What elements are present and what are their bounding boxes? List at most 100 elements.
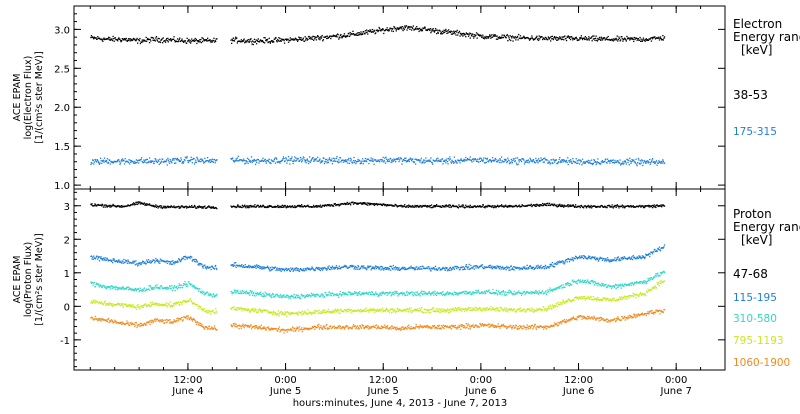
electron-data-point <box>466 159 467 160</box>
electron-data-point <box>137 43 138 44</box>
proton-data-point <box>180 260 181 261</box>
electron-data-point <box>544 39 545 40</box>
electron-data-point <box>556 159 557 160</box>
proton-data-point <box>430 270 431 271</box>
electron-data-point <box>170 159 171 160</box>
electron-data-point <box>625 39 626 40</box>
electron-data-point <box>599 37 600 38</box>
proton-data-point <box>462 206 463 207</box>
electron-data-point <box>385 157 386 158</box>
electron-data-point <box>266 40 267 41</box>
electron-data-point <box>275 157 276 158</box>
proton-data-point <box>123 263 124 264</box>
electron-data-point <box>663 161 664 162</box>
proton-data-point <box>161 285 162 286</box>
electron-data-point <box>293 163 294 164</box>
proton-data-point <box>260 292 261 293</box>
electron-data-point <box>153 38 154 39</box>
proton-data-point <box>567 261 568 262</box>
electron-data-point <box>642 39 643 40</box>
electron-data-point <box>237 160 238 161</box>
electron-data-point <box>346 161 347 162</box>
proton-data-point <box>642 205 643 206</box>
electron-data-point <box>187 38 188 39</box>
electron-data-point <box>121 40 122 41</box>
electron-data-point <box>429 159 430 160</box>
proton-data-point <box>468 266 469 267</box>
proton-data-point <box>563 284 564 285</box>
proton-data-point <box>481 265 482 266</box>
electron-data-point <box>94 162 95 163</box>
proton-data-point <box>136 263 137 264</box>
proton-data-point <box>611 261 612 262</box>
electron-data-point <box>247 158 248 159</box>
proton-data-point <box>469 264 470 265</box>
proton-data-point <box>271 294 272 295</box>
electron-data-point <box>498 160 499 161</box>
proton-data-point <box>283 206 284 207</box>
electron-data-point <box>457 34 458 35</box>
proton-data-point <box>177 285 178 286</box>
proton-data-point <box>206 268 207 269</box>
electron-data-point <box>592 40 593 41</box>
proton-data-point <box>347 294 348 295</box>
proton-data-point <box>102 286 103 287</box>
proton-data-point <box>380 293 381 294</box>
electron-data-point <box>600 39 601 40</box>
proton-data-point <box>307 294 308 295</box>
proton-data-point <box>442 291 443 292</box>
electron-data-point <box>258 38 259 39</box>
electron-data-point <box>166 161 167 162</box>
proton-data-point <box>416 266 417 267</box>
proton-data-point <box>569 206 570 207</box>
electron-data-point <box>418 31 419 32</box>
electron-data-point <box>335 36 336 37</box>
electron-data-point <box>551 159 552 160</box>
electron-data-point <box>659 38 660 39</box>
proton-data-point <box>575 204 576 205</box>
electron-data-point <box>334 158 335 159</box>
electron-data-point <box>195 162 196 163</box>
electron-data-point <box>286 163 287 164</box>
proton-data-point <box>515 294 516 295</box>
proton-data-point <box>552 262 553 263</box>
electron-data-point <box>391 30 392 31</box>
proton-data-point <box>265 292 266 293</box>
proton-data-point <box>191 205 192 206</box>
electron-data-point <box>102 41 103 42</box>
proton-data-point <box>444 206 445 207</box>
electron-data-point <box>453 163 454 164</box>
proton-data-point <box>410 267 411 268</box>
proton-data-point <box>213 206 214 207</box>
electron-data-point <box>648 40 649 41</box>
electron-data-point <box>532 161 533 162</box>
electron-data-point <box>383 157 384 158</box>
electron-data-point <box>295 158 296 159</box>
electron-data-point <box>187 160 188 161</box>
electron-data-point <box>412 158 413 159</box>
proton-data-point <box>618 260 619 261</box>
proton-data-point <box>505 205 506 206</box>
electron-data-point <box>193 158 194 159</box>
proton-data-point <box>549 289 550 290</box>
electron-data-point <box>169 163 170 164</box>
proton-data-point <box>294 294 295 295</box>
proton-data-point <box>612 204 613 205</box>
electron-data-point <box>651 161 652 162</box>
proton-data-point <box>300 298 301 299</box>
electron-data-point <box>255 41 256 42</box>
proton-data-point <box>512 294 513 295</box>
electron-data-point <box>364 33 365 34</box>
proton-data-point <box>466 264 467 265</box>
electron-data-point <box>521 161 522 162</box>
proton-data-point <box>123 259 124 260</box>
proton-data-point <box>389 266 390 267</box>
electron-data-point <box>485 37 486 38</box>
proton-data-point <box>122 261 123 262</box>
electron-data-point <box>497 39 498 40</box>
electron-data-point <box>447 32 448 33</box>
electron-data-point <box>579 163 580 164</box>
electron-data-point <box>303 157 304 158</box>
proton-data-point <box>181 259 182 260</box>
proton-data-point <box>263 268 264 269</box>
